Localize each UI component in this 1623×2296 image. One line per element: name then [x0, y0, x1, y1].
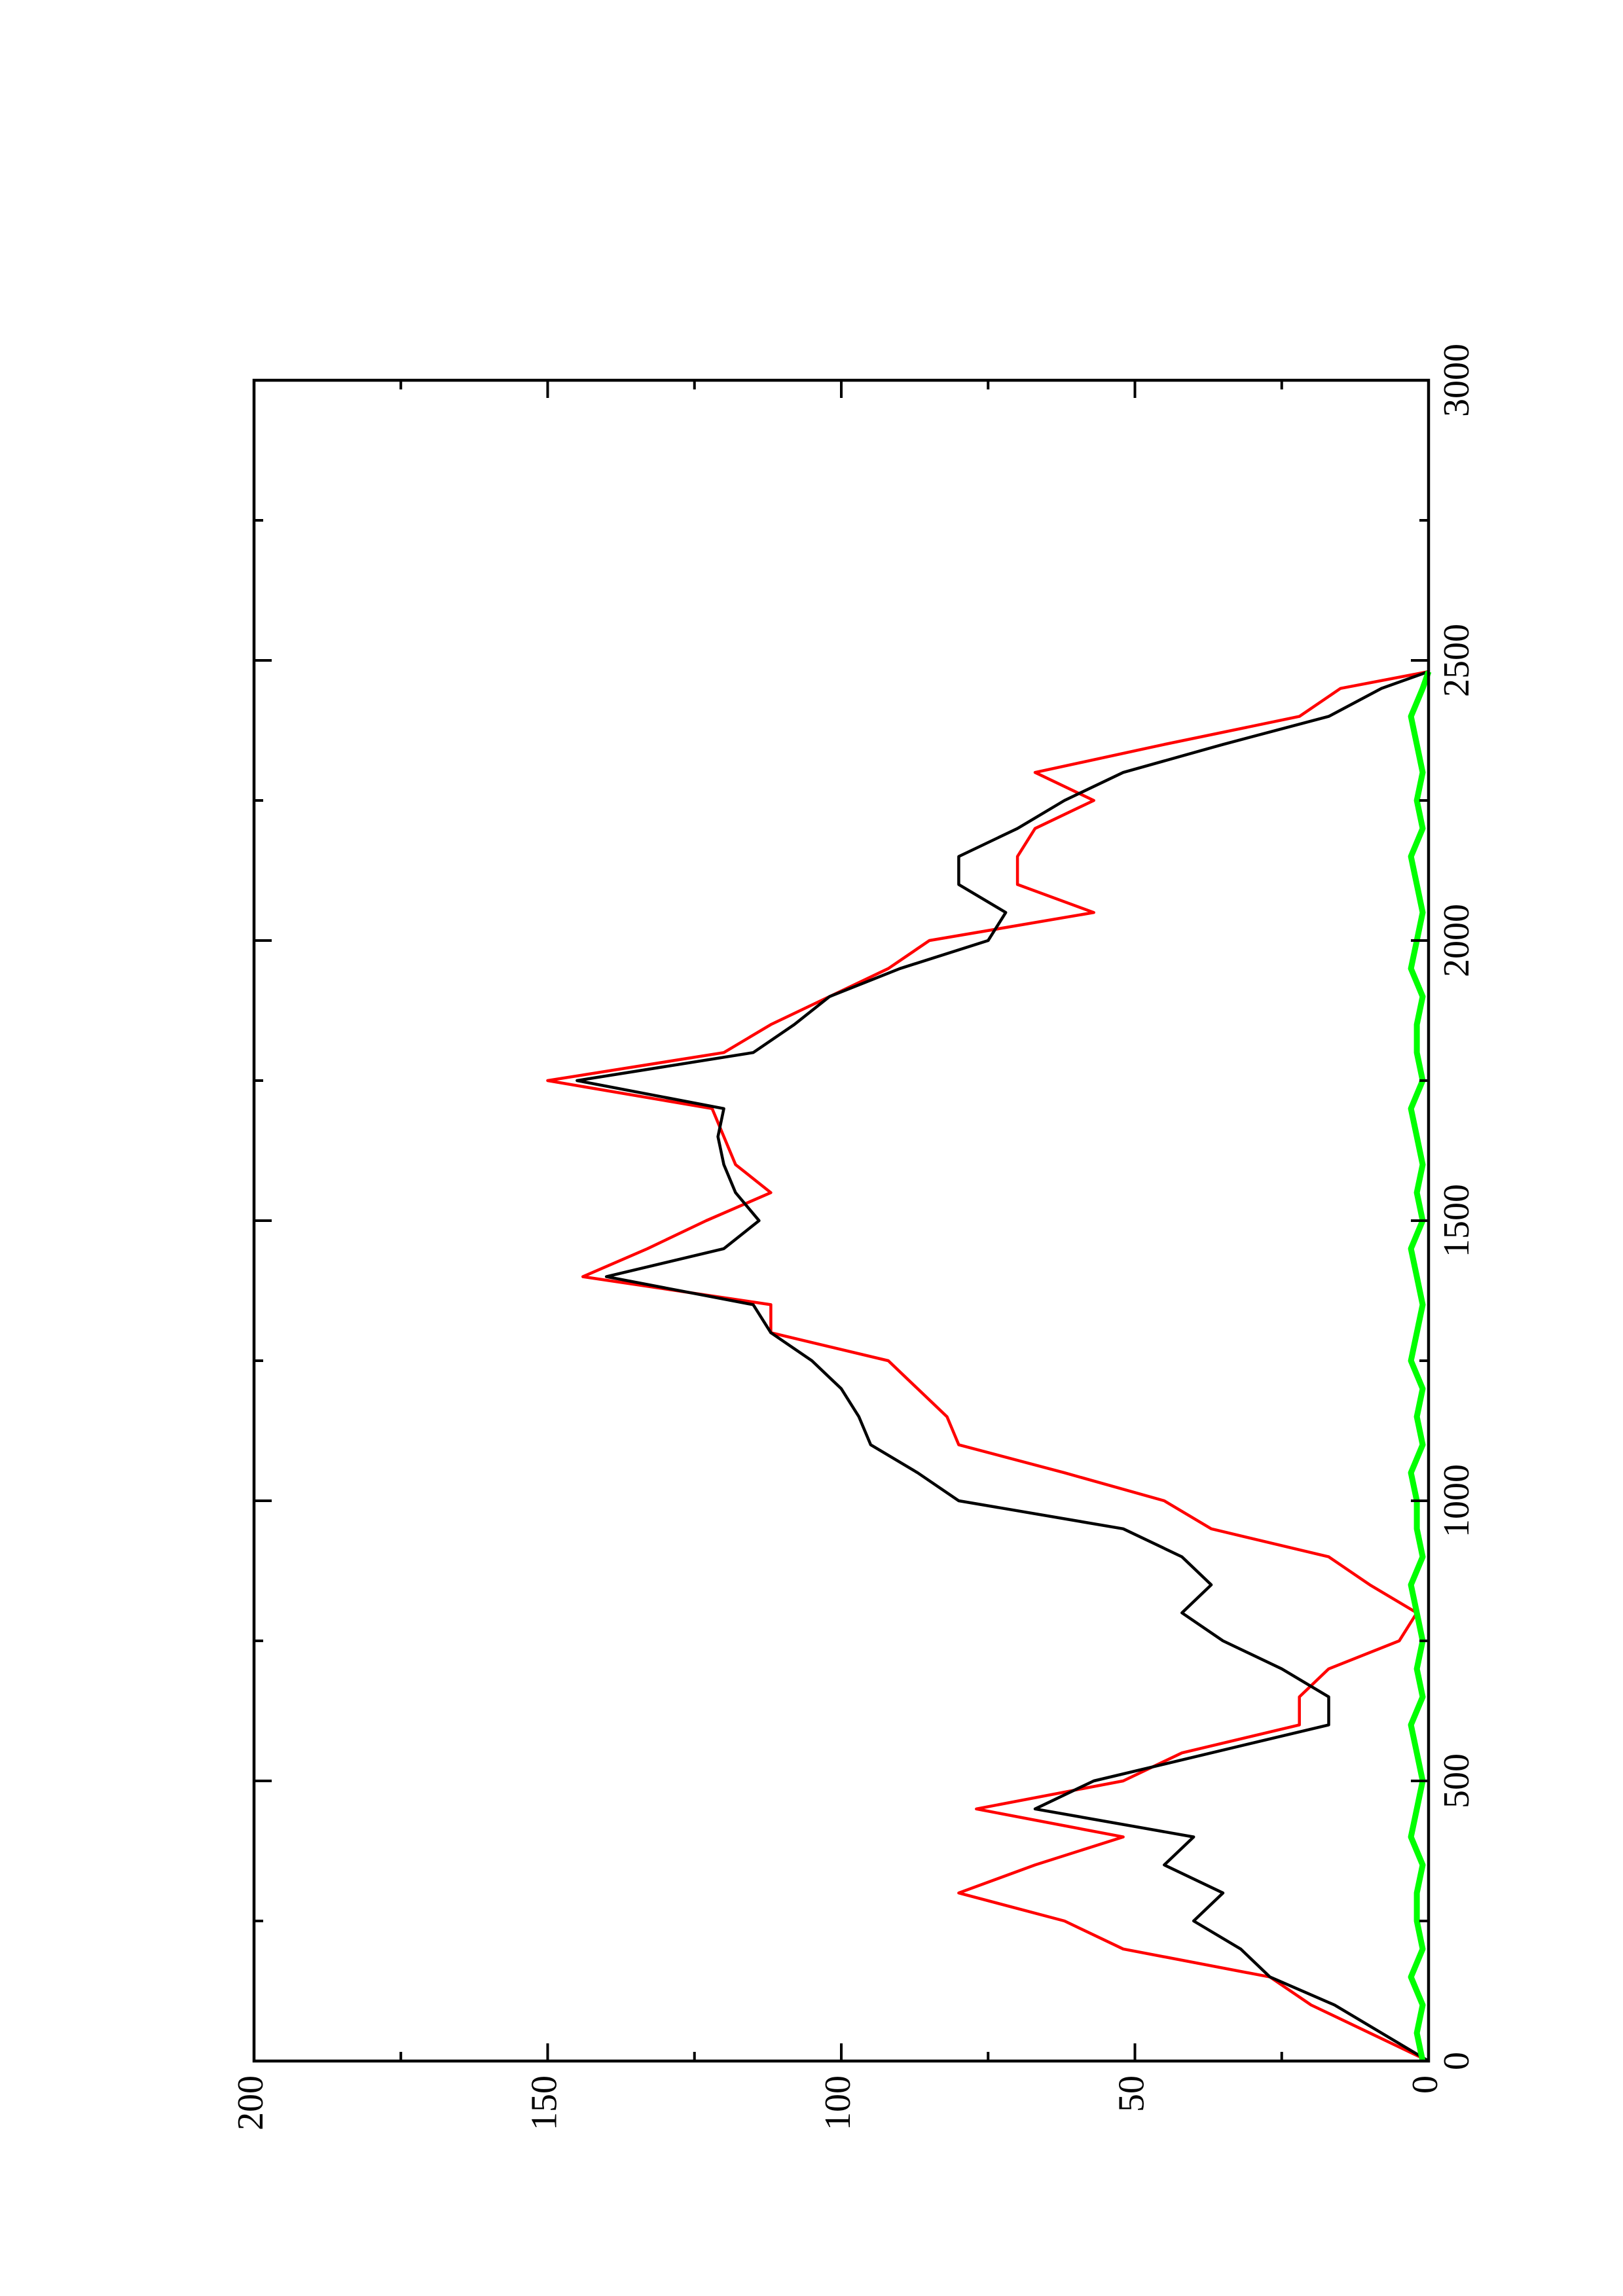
plot-area: 0 500 1000 1500 2000 2500 3000 0 50 100 150 200: [230, 344, 1477, 2130]
y-tick-label: 50: [1111, 2075, 1152, 2112]
x-tick-label: 2000: [1436, 904, 1477, 977]
plot-frame: [252, 378, 1431, 2063]
x-tick-label: 500: [1436, 1753, 1477, 1808]
y-tick-label: 100: [818, 2075, 858, 2130]
x-tick-label: 0: [1436, 2052, 1477, 2070]
x-tick-label: 3000: [1436, 344, 1477, 417]
y-tick-label: 150: [524, 2075, 564, 2130]
x-tick-label: 2500: [1436, 624, 1477, 697]
series-line: [546, 670, 1429, 2063]
x-tick-label: 1000: [1436, 1464, 1477, 1537]
series-line: [575, 670, 1430, 2062]
y-tick-label: 0: [1405, 2075, 1446, 2094]
x-tick-label: 1500: [1436, 1184, 1477, 1257]
series-line: [1408, 670, 1432, 2062]
y-tick-label: 200: [230, 2075, 271, 2130]
